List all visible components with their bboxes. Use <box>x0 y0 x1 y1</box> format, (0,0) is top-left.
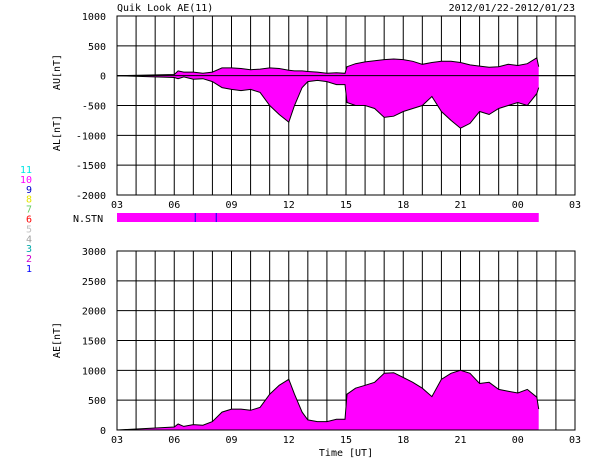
au-series-line <box>116 56 540 77</box>
y-tick-label: -500 <box>82 102 106 113</box>
au-al-area <box>116 56 575 129</box>
x-tick-label: 09 <box>225 435 237 446</box>
chart-title: Quik Look AE(11) <box>117 3 213 14</box>
x-tick-label: 18 <box>397 435 409 446</box>
au-al-panel: 1000 500 0 -500 -1000 -1500 -2000 03 06 09 12 15 18… <box>52 12 581 211</box>
legend-station-number: 3 <box>26 244 32 255</box>
au-al-x-tick-labels: 03 06 09 12 15 18 21 00 03 <box>111 200 581 211</box>
station-bar <box>117 213 539 222</box>
station-bar-label: N.STN <box>73 214 103 225</box>
x-tick-label: 00 <box>512 200 524 211</box>
x-tick-label: 18 <box>397 200 409 211</box>
station-bar-row: N.STN <box>73 213 539 225</box>
au-al-band <box>117 57 539 129</box>
y-tick-label: 500 <box>88 42 106 53</box>
al-series-line <box>116 75 540 129</box>
x-tick-label: 09 <box>225 200 237 211</box>
legend-station-number: 2 <box>26 254 32 265</box>
legend-station-number: 1 <box>26 264 32 275</box>
legend-station-number: 7 <box>26 205 32 216</box>
y-tick-label: 1000 <box>82 12 106 23</box>
y-tick-label: -1000 <box>76 131 106 142</box>
y-tick-label: 0 <box>100 426 106 437</box>
y-tick-label: -2000 <box>76 191 106 202</box>
time-axis-label: Time [UT] <box>319 448 373 459</box>
x-tick-label: 03 <box>111 200 123 211</box>
legend-station-number: 6 <box>26 215 32 226</box>
x-tick-label: 03 <box>569 435 581 446</box>
date-range: 2012/01/22-2012/01/23 <box>449 3 575 14</box>
x-tick-label: 15 <box>340 435 352 446</box>
au-axis-label: AU[nT] <box>52 54 63 90</box>
x-tick-label: 12 <box>283 435 295 446</box>
y-tick-label: 1000 <box>82 366 106 377</box>
y-tick-label: 1500 <box>82 337 106 348</box>
y-tick-label: 500 <box>88 396 106 407</box>
al-axis-label: AL[nT] <box>52 115 63 151</box>
legend-station-number: 10 <box>20 175 32 186</box>
ae-area <box>116 369 540 431</box>
x-tick-label: 06 <box>168 435 180 446</box>
x-tick-label: 00 <box>512 435 524 446</box>
y-tick-label: 0 <box>100 72 106 83</box>
ae-y-tick-labels: 3000 2500 2000 1500 1000 500 0 <box>82 247 106 437</box>
ae-axis-label: AE[nT] <box>52 322 63 358</box>
legend-station-number: 9 <box>26 185 32 196</box>
ae-x-tick-labels: 03 06 09 12 15 18 21 00 03 <box>111 435 581 446</box>
y-tick-label: 2000 <box>82 307 106 318</box>
y-tick-label: -1500 <box>76 161 106 172</box>
x-tick-label: 15 <box>340 200 352 211</box>
legend-station-number: 5 <box>26 224 32 235</box>
legend-station-number: 8 <box>26 195 32 206</box>
y-tick-label: 3000 <box>82 247 106 258</box>
au-al-frame <box>116 15 576 196</box>
au-al-y-tick-labels: 1000 500 0 -500 -1000 -1500 -2000 <box>76 12 106 202</box>
x-tick-label: 21 <box>454 200 466 211</box>
x-tick-label: 06 <box>168 200 180 211</box>
station-bar-fill <box>117 213 539 222</box>
legend-station-number: 11 <box>20 165 32 176</box>
ae-frame <box>116 250 576 431</box>
x-tick-label: 21 <box>454 435 466 446</box>
ae-series-line <box>116 369 540 431</box>
x-tick-label: 03 <box>111 435 123 446</box>
y-tick-label: 2500 <box>82 277 106 288</box>
x-tick-label: 03 <box>569 200 581 211</box>
legend-station-number: 4 <box>26 234 32 245</box>
x-tick-label: 12 <box>283 200 295 211</box>
ae-fill <box>117 370 539 430</box>
